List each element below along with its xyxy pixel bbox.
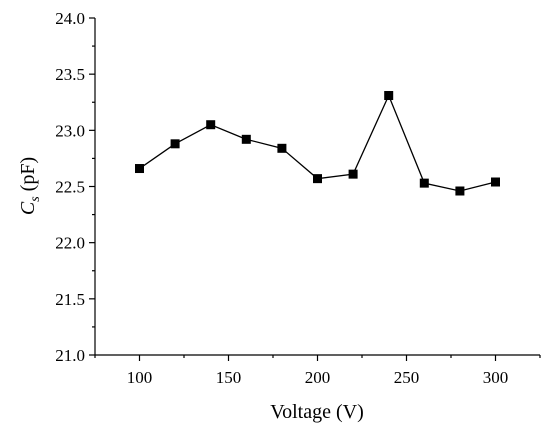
y-tick-label: 23.0 — [55, 121, 85, 140]
y-axis-title-main: C — [17, 201, 39, 215]
data-point — [170, 139, 180, 149]
x-tick-label: 200 — [305, 368, 331, 387]
data-point — [348, 169, 358, 179]
x-ticks: 100 150 200 250 300 — [94, 355, 541, 387]
data-point — [419, 178, 429, 188]
y-tick-label: 24.0 — [55, 9, 85, 28]
x-tick-label: 100 — [127, 368, 153, 387]
x-tick-label: 150 — [216, 368, 242, 387]
y-ticks: 21.0 21.5 22.0 22.5 23.0 23.5 24.0 — [55, 9, 95, 365]
y-tick-label: 22.5 — [55, 178, 85, 197]
y-axis-title-unit: (pF) — [17, 157, 39, 196]
data-point — [277, 143, 287, 153]
data-point — [206, 120, 216, 130]
data-point — [491, 177, 500, 187]
data-point — [135, 164, 144, 174]
x-tick-label: 250 — [394, 368, 420, 387]
y-tick-label: 22.0 — [55, 234, 85, 253]
data-point — [241, 134, 251, 144]
data-point — [384, 91, 394, 101]
x-axis-title: Voltage (V) — [270, 401, 364, 423]
y-tick-label: 21.5 — [55, 290, 85, 309]
y-tick-label: 21.0 — [55, 346, 85, 365]
y-axis-title-sub: s — [28, 196, 43, 202]
y-tick-label: 23.5 — [55, 65, 85, 84]
y-axis-title: Cs (pF) — [17, 157, 43, 215]
data-point — [455, 186, 465, 196]
data-point — [313, 174, 322, 184]
x-tick-label: 300 — [483, 368, 509, 387]
plot-area — [135, 91, 500, 196]
axes — [94, 18, 540, 356]
